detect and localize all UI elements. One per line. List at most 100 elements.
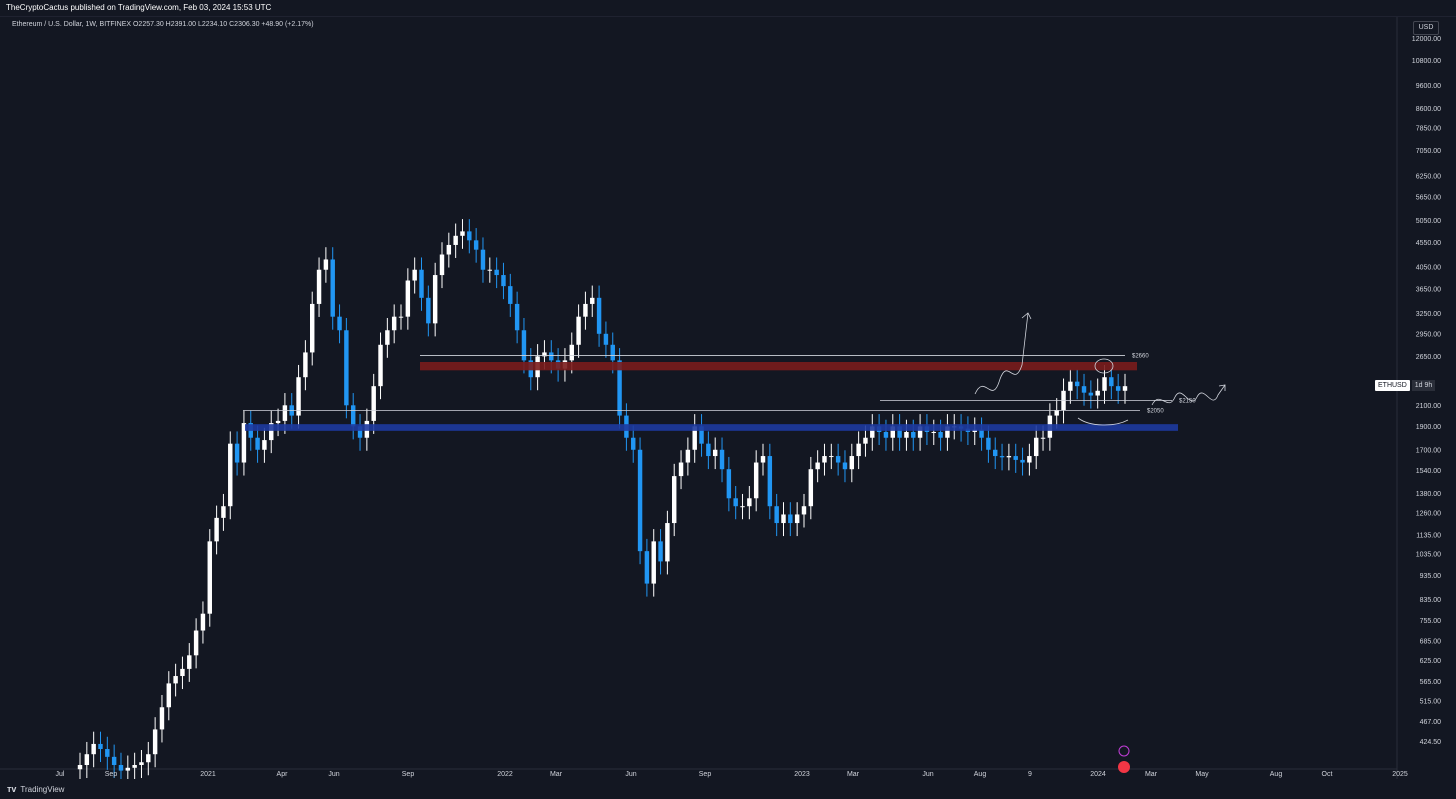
candle-body: [159, 707, 165, 730]
candle-body: [487, 269, 493, 271]
price-tick-label: 1380.00: [1416, 491, 1441, 498]
candle-body: [152, 729, 158, 755]
candle-body: [166, 683, 172, 708]
candlestick-chart[interactable]: 12000.00 10800.00 9600.00 8600.00 7850.00 705…: [0, 17, 1456, 779]
candle-body: [228, 443, 233, 507]
candle-body: [706, 443, 711, 457]
candle-body: [931, 431, 936, 433]
price-tick-label: 1700.00: [1416, 447, 1441, 454]
candle-body: [1081, 386, 1087, 393]
candle-body: [391, 316, 397, 331]
time-tick-label: 2023: [794, 771, 810, 778]
candle-body: [1122, 386, 1128, 391]
candle-body: [310, 303, 315, 353]
time-tick-label: Oct: [1322, 771, 1333, 778]
candle-body: [494, 269, 499, 276]
price-tick-label: 1540.00: [1416, 468, 1441, 475]
resistance-zone: [420, 361, 1137, 371]
price-tick-label: 755.00: [1420, 618, 1442, 625]
candle-body: [808, 469, 814, 507]
candle-body: [234, 443, 240, 463]
tradingview-logo-icon[interactable]: ᴛᴠ: [7, 784, 17, 794]
candle-body: [180, 668, 185, 677]
candle-body: [993, 449, 998, 457]
candle-body: [1068, 381, 1073, 391]
candle-body: [200, 613, 206, 631]
time-tick-label: Aug: [974, 771, 987, 778]
candle-body: [972, 429, 977, 432]
candle-body: [842, 462, 848, 470]
candle-body: [111, 756, 117, 765]
candle-body: [501, 275, 506, 287]
candle-body: [897, 426, 902, 438]
candle-body: [378, 344, 383, 387]
candle-body: [829, 456, 834, 458]
time-tick-label: May: [1195, 771, 1209, 778]
candle-body: [439, 254, 445, 276]
price-tick-label: 2950.00: [1416, 331, 1441, 338]
price-tick-label: 7850.00: [1416, 125, 1441, 132]
candle-body: [460, 231, 465, 236]
candle-body: [385, 330, 390, 345]
candle-body: [419, 269, 424, 298]
drawn-curve: [1077, 417, 1129, 426]
candle-body: [904, 431, 909, 438]
candle-body: [678, 462, 684, 477]
price-tick-label: 6250.00: [1416, 173, 1441, 180]
candle-body: [193, 630, 199, 656]
candle-body: [781, 514, 786, 524]
candle-body: [856, 443, 861, 457]
price-tick-label: 5650.00: [1416, 195, 1441, 202]
candle-body: [1013, 456, 1018, 460]
time-tick-label: Mar: [550, 771, 563, 778]
candle-body: [651, 541, 656, 584]
candle-body: [1095, 390, 1100, 396]
currency-button[interactable]: USD: [1413, 21, 1439, 35]
candle-body: [788, 514, 793, 524]
candle-body: [726, 469, 732, 499]
candle-body: [665, 523, 670, 562]
candle-body: [911, 431, 916, 438]
level-label: $2150: [1179, 398, 1196, 404]
candle-body: [221, 506, 226, 518]
candle-body: [569, 344, 574, 361]
candle-body: [637, 449, 643, 552]
time-tick-label: 2022: [497, 771, 513, 778]
candle-body: [118, 765, 124, 771]
candle-body: [658, 541, 663, 562]
candle-body: [849, 456, 855, 470]
candle-body: [760, 456, 766, 463]
candle-body: [282, 405, 288, 421]
candle-body: [139, 762, 144, 765]
price-tick-label: 2650.00: [1416, 354, 1441, 361]
candle-body: [371, 386, 376, 421]
price-tick-label: 10800.00: [1412, 58, 1441, 65]
time-tick-label: Jun: [625, 771, 636, 778]
time-tick-label: Mar: [847, 771, 860, 778]
candle-body: [426, 297, 431, 324]
price-tick-label: 835.00: [1420, 597, 1442, 604]
candle-body: [1088, 392, 1094, 396]
candle-body: [453, 235, 458, 245]
chart-area[interactable]: 12000.00 10800.00 9600.00 8600.00 7850.00 705…: [0, 16, 1456, 779]
candle-body: [945, 426, 950, 438]
price-tick-label: 515.00: [1420, 699, 1442, 706]
candle-body: [794, 514, 800, 524]
candle-body: [631, 437, 636, 450]
price-tick-label: 2100.00: [1416, 403, 1441, 410]
candle-body: [617, 360, 622, 416]
candle-body: [350, 405, 356, 427]
footer-logo-text[interactable]: TradingView: [20, 785, 65, 794]
candle-body: [917, 426, 923, 438]
lightning-event-icon: [1118, 745, 1130, 757]
candle-body: [337, 316, 342, 331]
candle-body: [241, 423, 247, 463]
candle-body: [863, 437, 868, 444]
candle-body: [801, 506, 807, 515]
candle-body: [316, 269, 322, 304]
candle-body: [296, 377, 301, 416]
candle-body: [207, 541, 212, 614]
level-label: $2050: [1147, 408, 1164, 414]
time-tick-label: 2021: [200, 771, 216, 778]
time-tick-label: Aug: [1270, 771, 1283, 778]
